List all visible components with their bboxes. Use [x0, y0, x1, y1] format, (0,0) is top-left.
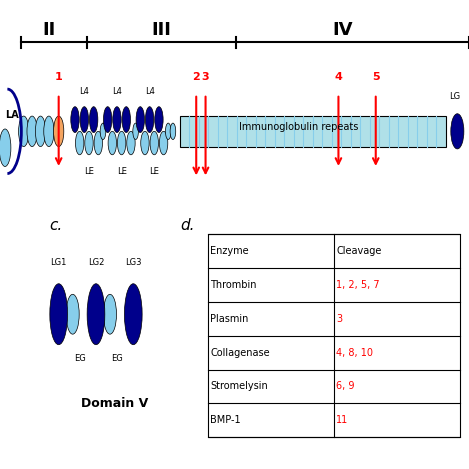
Text: 11: 11	[336, 415, 348, 425]
Ellipse shape	[53, 116, 64, 147]
Text: Domain V: Domain V	[81, 397, 148, 410]
Text: Enzyme: Enzyme	[210, 246, 249, 257]
Text: LG2: LG2	[88, 258, 104, 267]
Ellipse shape	[44, 116, 54, 147]
Ellipse shape	[166, 123, 171, 140]
Text: BMP-1: BMP-1	[210, 415, 241, 425]
Ellipse shape	[100, 123, 106, 140]
Ellipse shape	[87, 284, 105, 345]
Text: Plasmin: Plasmin	[210, 314, 249, 324]
Text: Thrombin: Thrombin	[210, 280, 257, 290]
Text: Immunoglobulin repeats: Immunoglobulin repeats	[239, 121, 358, 132]
Ellipse shape	[35, 116, 45, 147]
Text: 3: 3	[336, 314, 342, 324]
Ellipse shape	[76, 131, 84, 155]
Text: 4: 4	[334, 72, 342, 82]
Ellipse shape	[159, 131, 168, 155]
Text: 5: 5	[372, 72, 379, 82]
Text: L4: L4	[144, 87, 155, 96]
Ellipse shape	[150, 131, 159, 155]
Ellipse shape	[141, 131, 149, 155]
Ellipse shape	[127, 131, 135, 155]
Text: L4: L4	[112, 87, 122, 96]
Text: 4, 8, 10: 4, 8, 10	[336, 348, 373, 358]
Ellipse shape	[122, 107, 130, 133]
Ellipse shape	[451, 114, 464, 149]
Text: Collagenase: Collagenase	[210, 348, 270, 358]
Ellipse shape	[19, 116, 29, 147]
Ellipse shape	[104, 107, 112, 133]
Text: LG3: LG3	[125, 258, 142, 267]
Text: IV: IV	[333, 22, 353, 39]
Ellipse shape	[108, 131, 116, 155]
Ellipse shape	[71, 107, 79, 133]
Text: EG: EG	[111, 354, 123, 363]
Ellipse shape	[66, 295, 79, 334]
Text: 2: 2	[192, 72, 200, 82]
Ellipse shape	[90, 107, 98, 133]
Text: 3: 3	[202, 72, 209, 82]
Text: EG: EG	[74, 354, 85, 363]
Text: Cleavage: Cleavage	[336, 246, 381, 257]
Ellipse shape	[94, 131, 103, 155]
Text: L4: L4	[79, 87, 89, 96]
Ellipse shape	[27, 116, 37, 147]
Ellipse shape	[117, 131, 126, 155]
Text: 1: 1	[55, 72, 62, 82]
Ellipse shape	[170, 123, 176, 140]
Ellipse shape	[80, 107, 89, 133]
Text: LE: LE	[84, 166, 94, 176]
Ellipse shape	[113, 107, 121, 133]
Ellipse shape	[155, 107, 163, 133]
FancyBboxPatch shape	[180, 116, 446, 146]
FancyBboxPatch shape	[208, 234, 460, 437]
Text: 6, 9: 6, 9	[336, 381, 355, 392]
Ellipse shape	[145, 107, 154, 133]
Text: III: III	[151, 22, 171, 39]
Ellipse shape	[136, 107, 144, 133]
Ellipse shape	[104, 295, 116, 334]
Text: c.: c.	[49, 218, 62, 233]
Text: Stromelysin: Stromelysin	[210, 381, 268, 392]
Text: LG1: LG1	[51, 258, 67, 267]
Text: d.: d.	[180, 218, 195, 233]
Text: LA: LA	[5, 110, 19, 120]
Text: LE: LE	[117, 166, 127, 176]
Text: LE: LE	[149, 166, 159, 176]
Ellipse shape	[0, 129, 11, 166]
Text: II: II	[43, 22, 56, 39]
Ellipse shape	[133, 123, 138, 140]
Ellipse shape	[85, 131, 93, 155]
Text: LG: LG	[449, 91, 461, 101]
Ellipse shape	[124, 284, 142, 345]
Text: 1, 2, 5, 7: 1, 2, 5, 7	[336, 280, 380, 290]
Ellipse shape	[50, 284, 68, 345]
